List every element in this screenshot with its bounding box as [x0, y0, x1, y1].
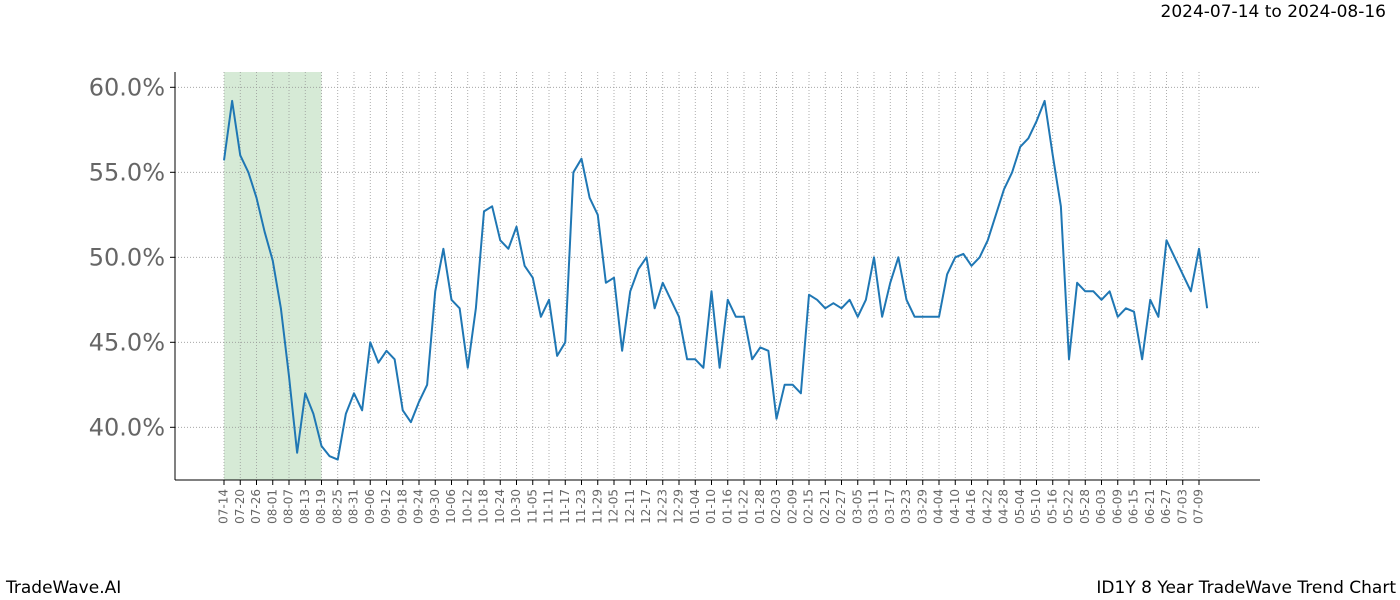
x-tick-label: 06-27: [1159, 489, 1173, 524]
y-tick-label: 45.0%: [89, 328, 165, 356]
x-tick-label: 09-24: [412, 489, 426, 524]
x-tick-label: 06-03: [1094, 489, 1108, 524]
footer-right: ID1Y 8 Year TradeWave Trend Chart: [1096, 578, 1396, 598]
x-tick-label: 10-24: [493, 489, 507, 524]
x-tick-label: 02-15: [802, 489, 816, 524]
x-tick-label: 01-28: [753, 489, 767, 524]
x-tick-label: 03-29: [915, 489, 929, 524]
x-tick-label: 04-04: [932, 489, 946, 524]
x-tick-label: 09-06: [363, 489, 377, 524]
x-tick-label: 05-04: [1013, 489, 1027, 524]
x-tick-label: 02-27: [834, 489, 848, 524]
y-tick-label: 55.0%: [89, 158, 165, 186]
x-tick-label: 07-03: [1175, 489, 1189, 524]
x-tick-label: 07-26: [249, 489, 263, 524]
trend-line: [223, 99, 1209, 461]
x-tick-label: 12-11: [623, 489, 637, 524]
x-tick-label: 09-30: [428, 489, 442, 524]
y-tick-label: 40.0%: [89, 413, 165, 441]
x-tick-label: 12-05: [607, 489, 621, 524]
x-tick-label: 03-05: [850, 489, 864, 524]
x-tick-label: 02-03: [769, 489, 783, 524]
x-tick-label: 11-11: [542, 489, 556, 524]
x-tick-label: 04-10: [948, 489, 962, 524]
x-tick-label: 03-11: [867, 489, 881, 524]
y-tick-label: 60.0%: [89, 73, 165, 101]
x-tick-label: 10-30: [509, 489, 523, 524]
x-tick-label: 07-09: [1192, 489, 1206, 524]
x-tick-label: 11-23: [574, 489, 588, 524]
x-tick-label: 11-29: [590, 489, 604, 524]
x-tick-label: 01-16: [720, 489, 734, 524]
x-tick-label: 10-18: [477, 489, 491, 524]
chart-subtitle: 2024-07-14 to 2024-08-16: [1161, 2, 1386, 22]
x-tick-label: 02-09: [785, 489, 799, 524]
x-tick-label: 09-18: [395, 489, 409, 524]
x-tick-label: 03-23: [899, 489, 913, 524]
x-tick-label: 10-12: [460, 489, 474, 524]
x-tick-label: 03-17: [883, 489, 897, 524]
x-tick-label: 12-29: [672, 489, 686, 524]
x-tick-label: 05-28: [1078, 489, 1092, 524]
x-tick-label: 05-22: [1062, 489, 1076, 524]
x-tick-label: 02-21: [818, 489, 832, 524]
x-tick-label: 01-22: [737, 489, 751, 524]
x-tick-label: 05-10: [1029, 489, 1043, 524]
x-tick-label: 08-07: [282, 489, 296, 524]
x-tick-label: 07-14: [217, 489, 231, 524]
y-tick-label: 50.0%: [89, 243, 165, 271]
x-tick-label: 08-01: [265, 489, 279, 524]
x-tick-label: 04-28: [997, 489, 1011, 524]
x-tick-label: 08-19: [314, 489, 328, 524]
x-tick-label: 08-13: [298, 489, 312, 524]
footer-left: TradeWave.AI: [5, 578, 121, 598]
x-tick-label: 09-12: [379, 489, 393, 524]
x-tick-label: 01-04: [688, 489, 702, 524]
x-tick-label: 08-25: [330, 489, 344, 524]
x-tick-label: 10-06: [444, 489, 458, 524]
x-tick-label: 12-17: [639, 489, 653, 524]
x-tick-label: 06-21: [1143, 489, 1157, 524]
x-tick-label: 12-23: [655, 489, 669, 524]
x-tick-label: 05-16: [1045, 489, 1059, 524]
x-tick-label: 04-16: [964, 489, 978, 524]
x-tick-label: 08-31: [347, 489, 361, 524]
x-tick-label: 01-10: [704, 489, 718, 524]
x-tick-label: 11-05: [525, 489, 539, 524]
x-tick-label: 04-22: [980, 489, 994, 524]
x-tick-label: 06-15: [1127, 489, 1141, 524]
x-tick-label: 11-17: [558, 489, 572, 524]
x-tick-label: 07-20: [233, 489, 247, 524]
x-tick-label: 06-09: [1110, 489, 1124, 524]
